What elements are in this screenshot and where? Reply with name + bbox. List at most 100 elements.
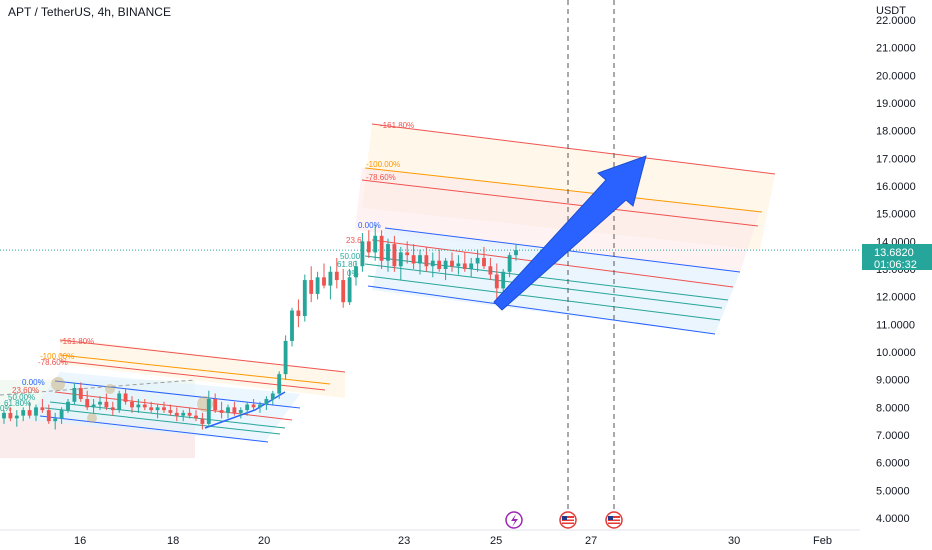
candle-body (136, 404, 141, 408)
y-tick: 10.0000 (876, 347, 916, 359)
candle-body (302, 280, 307, 317)
y-tick: 9.0000 (876, 375, 910, 387)
fib-lower-line-50 (49, 401, 286, 429)
fib-upper-line-100 (367, 285, 716, 335)
candle-body (322, 277, 326, 286)
fib-upper-line-n100 (364, 167, 763, 213)
marker-circle (51, 377, 65, 391)
y-tick: 16.0000 (876, 181, 916, 193)
us-flag-event-icon[interactable] (559, 511, 577, 529)
candle-body (117, 393, 122, 411)
y-tick: 15.0000 (876, 209, 916, 221)
x-tick: 20 (258, 535, 270, 547)
y-tick: 11.0000 (876, 319, 915, 331)
candle-body (424, 255, 429, 267)
y-tick: 8.0000 (876, 402, 910, 414)
candle-body (213, 399, 218, 411)
candle-body (488, 266, 493, 275)
candle-body (251, 404, 256, 408)
candle-body (450, 260, 454, 267)
fib-lower-label-50: 50.00% (8, 393, 35, 402)
price-badge: 13.6820 01:06:32 (862, 244, 932, 271)
fib-upper-label-n161: -161.80% (380, 121, 414, 130)
small-blue-trendline (204, 391, 286, 429)
y-tick: 18.0000 (876, 126, 916, 138)
x-tick: 27 (585, 535, 597, 547)
fib-lower-label-23: 23.60% (12, 386, 39, 395)
candle-body (277, 374, 282, 394)
candle-body (418, 255, 422, 264)
candle-body (290, 310, 294, 341)
fib-lower-label-n78: -78.60% (38, 358, 68, 367)
candle-body (501, 271, 506, 289)
candle-body (27, 410, 32, 416)
fib-lower-label-61: 61.80% (4, 399, 31, 408)
candle-body (155, 407, 160, 411)
us-flag-event-icon[interactable] (605, 511, 623, 529)
fib-upper-label-n100: -100.00% (366, 160, 400, 169)
candle-body (514, 250, 518, 256)
fib-lower-label-n161: -161.80% (60, 337, 94, 346)
candle-body (232, 407, 237, 413)
candle-body (200, 418, 205, 424)
candle-body (443, 260, 448, 269)
candle-body (14, 415, 19, 419)
candle-body (162, 407, 166, 411)
candle-body (392, 244, 397, 267)
candle-body (130, 401, 134, 408)
y-tick: 17.0000 (876, 153, 916, 165)
candle-body (53, 418, 58, 422)
candle-body (360, 241, 365, 267)
fib-upper-line-n161 (371, 123, 776, 175)
candle-body (181, 412, 186, 416)
candle-body (46, 410, 51, 422)
candle-body (366, 241, 371, 253)
candle-body (405, 252, 410, 256)
candle-body (462, 263, 467, 269)
flash-event-icon[interactable] (505, 511, 523, 529)
candle-body (110, 407, 115, 411)
y-tick: 12.0000 (876, 292, 916, 304)
candle-body (309, 280, 314, 294)
candle-body (21, 410, 26, 416)
candle-body (507, 255, 512, 272)
candle-body (72, 387, 77, 402)
candle-body (174, 412, 179, 416)
candle-body (354, 266, 358, 278)
candle-body (398, 252, 403, 267)
x-tick: 25 (490, 535, 502, 547)
candle-body (430, 260, 435, 267)
candle-body (91, 404, 96, 408)
candle-body (104, 401, 109, 408)
candle-body (78, 387, 83, 400)
candle-body (411, 255, 416, 264)
dashed-trendline (0, 379, 196, 396)
candle-body (296, 310, 301, 317)
candle-body (98, 401, 102, 405)
marker-circle (87, 413, 97, 423)
candle-body (8, 412, 13, 419)
fib-upper-line-61 (364, 263, 723, 309)
fib-lower-line-n100 (59, 354, 331, 385)
fib-lower-line-n161 (59, 339, 346, 373)
candle-body (437, 260, 442, 269)
fib-upper-label-61: 61.80 (337, 260, 358, 269)
candle-body (142, 404, 147, 408)
candle-body (238, 410, 243, 413)
y-tick: 20.0000 (876, 70, 916, 82)
price-badge-value: 13.6820 (874, 247, 914, 259)
y-tick: 22.0000 (876, 15, 916, 27)
fib-lower-label-78: 0% (0, 404, 12, 413)
candle-body (123, 393, 128, 402)
chart-title: APT / TetherUS, 4h, BINANCE (8, 5, 171, 19)
candle-body (226, 407, 230, 413)
candle-body (245, 404, 250, 411)
candle-body (40, 407, 45, 411)
candle-body (328, 271, 333, 286)
candle-body (264, 399, 269, 405)
candle-body (187, 412, 192, 416)
x-tick: 18 (167, 535, 179, 547)
arrow-icon (493, 155, 647, 311)
y-tick: 7.0000 (876, 430, 910, 442)
